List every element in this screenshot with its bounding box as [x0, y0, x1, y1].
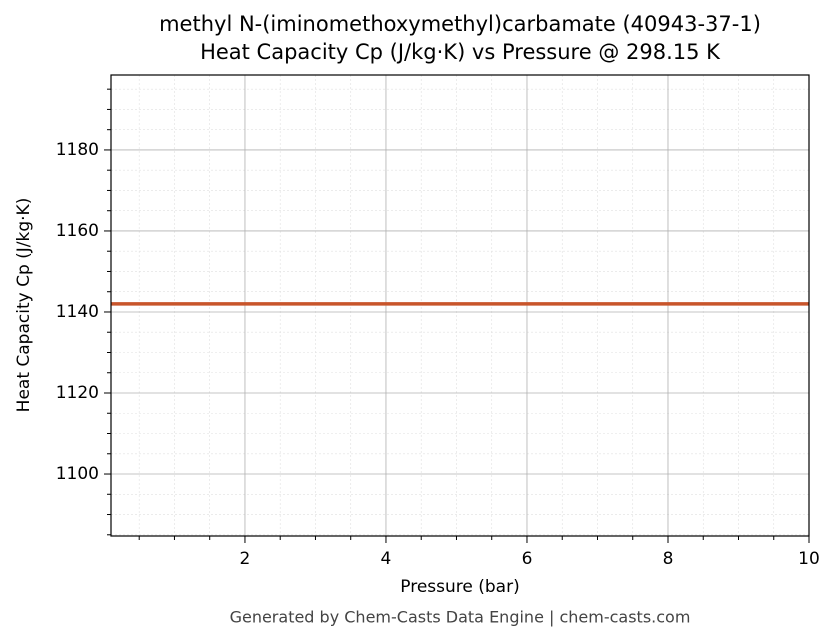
x-tick-label: 4	[381, 549, 392, 569]
chart-title: methyl N-(iminomethoxymethyl)carbamate (…	[159, 12, 761, 36]
y-tick-label: 1100	[56, 464, 99, 484]
plot-frame	[110, 74, 810, 537]
y-tick-label: 1140	[56, 302, 99, 322]
x-tick-label: 10	[798, 549, 820, 569]
y-tick-label: 1180	[56, 140, 99, 160]
footer: Generated by Chem-Casts Data Engine | ch…	[230, 608, 691, 627]
x-axis-label: Pressure (bar)	[400, 577, 519, 597]
y-axis-label: Heat Capacity Cp (J/kg·K)	[14, 198, 34, 413]
x-tick-label: 2	[240, 549, 251, 569]
y-tick-label: 1160	[56, 221, 99, 241]
chart-subtitle: Heat Capacity Cp (J/kg·K) vs Pressure @ …	[200, 40, 721, 64]
x-tick-label: 8	[663, 549, 674, 569]
x-tick-label: 6	[522, 549, 533, 569]
y-tick-label: 1120	[56, 383, 99, 403]
